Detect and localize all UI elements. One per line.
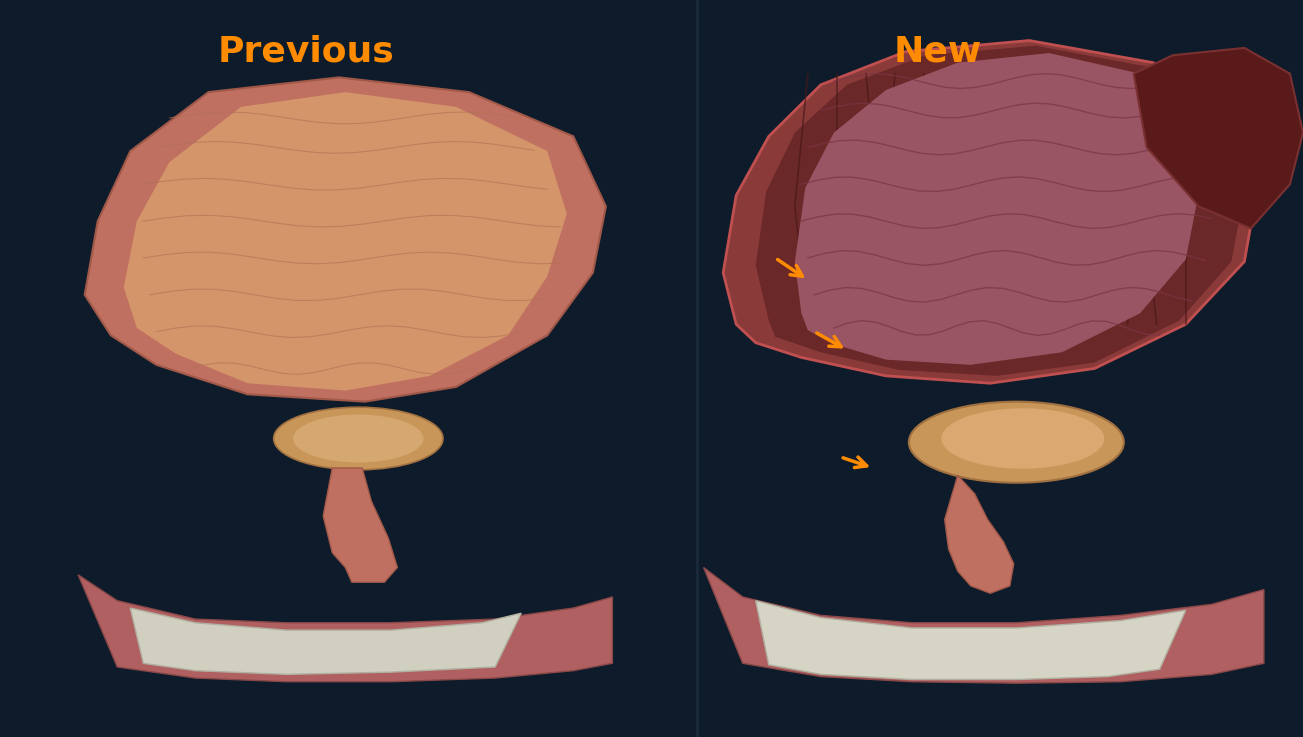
Polygon shape — [756, 46, 1244, 376]
Ellipse shape — [909, 402, 1123, 483]
Text: New: New — [894, 35, 982, 69]
Polygon shape — [1134, 48, 1303, 228]
Polygon shape — [78, 575, 612, 682]
Ellipse shape — [274, 407, 443, 470]
Polygon shape — [130, 608, 521, 674]
Polygon shape — [323, 468, 397, 582]
Ellipse shape — [293, 414, 423, 463]
Polygon shape — [756, 601, 1186, 680]
Polygon shape — [85, 77, 606, 402]
Polygon shape — [704, 567, 1264, 683]
Ellipse shape — [941, 408, 1105, 469]
Polygon shape — [124, 92, 567, 391]
Polygon shape — [795, 53, 1199, 365]
Text: Previous: Previous — [218, 35, 395, 69]
Polygon shape — [723, 41, 1257, 383]
Polygon shape — [945, 475, 1014, 593]
